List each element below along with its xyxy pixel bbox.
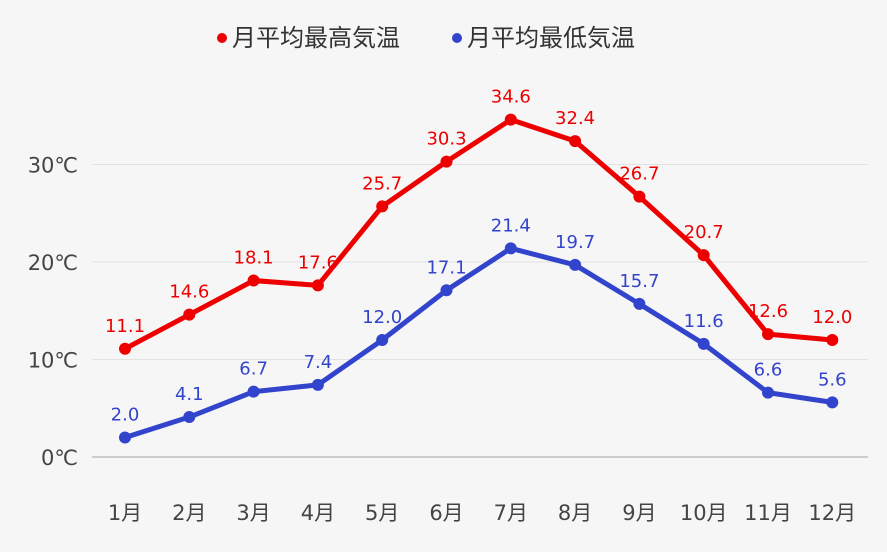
data-label: 12.6 — [748, 301, 788, 322]
data-point — [311, 279, 324, 292]
x-tick-label: 7月 — [494, 501, 528, 525]
series-2: 2.0 4.1 6.7 7.4 12.0 17.1 21.4 19.7 15.7 11.6 6.6 5… — [111, 215, 847, 444]
series-line — [122, 245, 835, 440]
data-label: 12.0 — [362, 307, 402, 328]
data-label: 32.4 — [555, 108, 595, 129]
data-point — [247, 385, 260, 398]
data-label: 21.4 — [491, 215, 531, 236]
data-point — [569, 135, 582, 148]
series-1: 11.1 14.6 18.1 17.6 25.7 30.3 34.6 32.4 26.7 20.7… — [105, 87, 852, 355]
y-tick-label: 10℃ — [28, 349, 78, 373]
data-label: 17.1 — [426, 257, 466, 278]
data-label: 25.7 — [362, 173, 402, 194]
data-point — [183, 411, 196, 424]
data-point — [504, 113, 517, 126]
data-label: 4.1 — [175, 384, 204, 405]
data-label: 19.7 — [555, 232, 595, 253]
x-axis: 1月 2月 3月 4月 5月 6月 7月 8月 9月 10月 11月 12月 — [108, 501, 856, 525]
legend: 月平均最高気温 月平均最低気温 — [217, 24, 635, 52]
y-tick-label: 30℃ — [28, 154, 78, 178]
y-axis: 0℃ 10℃ 20℃ 30℃ — [28, 154, 78, 471]
x-tick-label: 12月 — [808, 501, 856, 525]
data-label: 6.7 — [239, 359, 268, 380]
data-label: 2.0 — [111, 405, 140, 426]
legend-item: 月平均最低気温 — [452, 24, 635, 52]
x-tick-label: 3月 — [236, 501, 270, 525]
data-point — [311, 378, 324, 391]
x-tick-label: 5月 — [365, 501, 399, 525]
data-label: 6.6 — [754, 360, 783, 381]
y-tick-label: 0℃ — [41, 446, 78, 470]
data-point — [633, 297, 646, 310]
data-point — [569, 258, 582, 271]
data-label: 15.7 — [619, 271, 659, 292]
data-point — [440, 284, 453, 297]
data-point — [633, 190, 646, 203]
x-tick-label: 4月 — [301, 501, 335, 525]
data-label: 11.1 — [105, 316, 145, 337]
grid-lines — [92, 164, 868, 458]
x-tick-label: 2月 — [172, 501, 206, 525]
y-tick-label: 20℃ — [28, 251, 78, 275]
legend-marker — [452, 33, 462, 43]
data-point — [119, 431, 131, 444]
x-tick-label: 9月 — [622, 501, 656, 525]
data-point — [119, 342, 131, 355]
x-tick-label: 8月 — [558, 501, 592, 525]
data-label: 26.7 — [619, 164, 659, 185]
data-point — [504, 242, 517, 255]
data-label: 14.6 — [169, 282, 209, 303]
legend-marker — [217, 33, 227, 43]
data-label: 5.6 — [818, 369, 847, 390]
data-point — [247, 274, 260, 287]
plot-area: 11.1 14.6 18.1 17.6 25.7 30.3 34.6 32.4 26.7 20.7… — [105, 87, 852, 444]
data-label: 11.6 — [684, 311, 724, 332]
data-point — [440, 155, 453, 168]
legend-label: 月平均最高気温 — [232, 24, 400, 52]
data-point — [762, 386, 774, 399]
data-label: 12.0 — [812, 307, 852, 328]
x-tick-label: 11月 — [744, 501, 792, 525]
data-point — [376, 334, 389, 346]
series-line — [122, 117, 835, 352]
legend-label: 月平均最低気温 — [467, 24, 635, 52]
data-label: 18.1 — [234, 248, 274, 269]
data-point — [762, 328, 774, 341]
x-tick-label: 1月 — [108, 501, 142, 525]
x-tick-label: 10月 — [680, 501, 728, 525]
data-label: 7.4 — [304, 352, 333, 373]
data-label: 17.6 — [298, 252, 338, 273]
legend-item: 月平均最高気温 — [217, 24, 400, 52]
x-tick-label: 6月 — [429, 501, 463, 525]
data-point — [826, 396, 839, 409]
data-label: 34.6 — [491, 87, 531, 108]
data-point — [183, 308, 196, 321]
data-label: 20.7 — [684, 222, 724, 243]
data-label: 30.3 — [426, 129, 466, 150]
data-point — [826, 334, 839, 346]
data-point — [376, 200, 389, 213]
data-point — [697, 249, 710, 262]
data-point — [697, 337, 710, 350]
